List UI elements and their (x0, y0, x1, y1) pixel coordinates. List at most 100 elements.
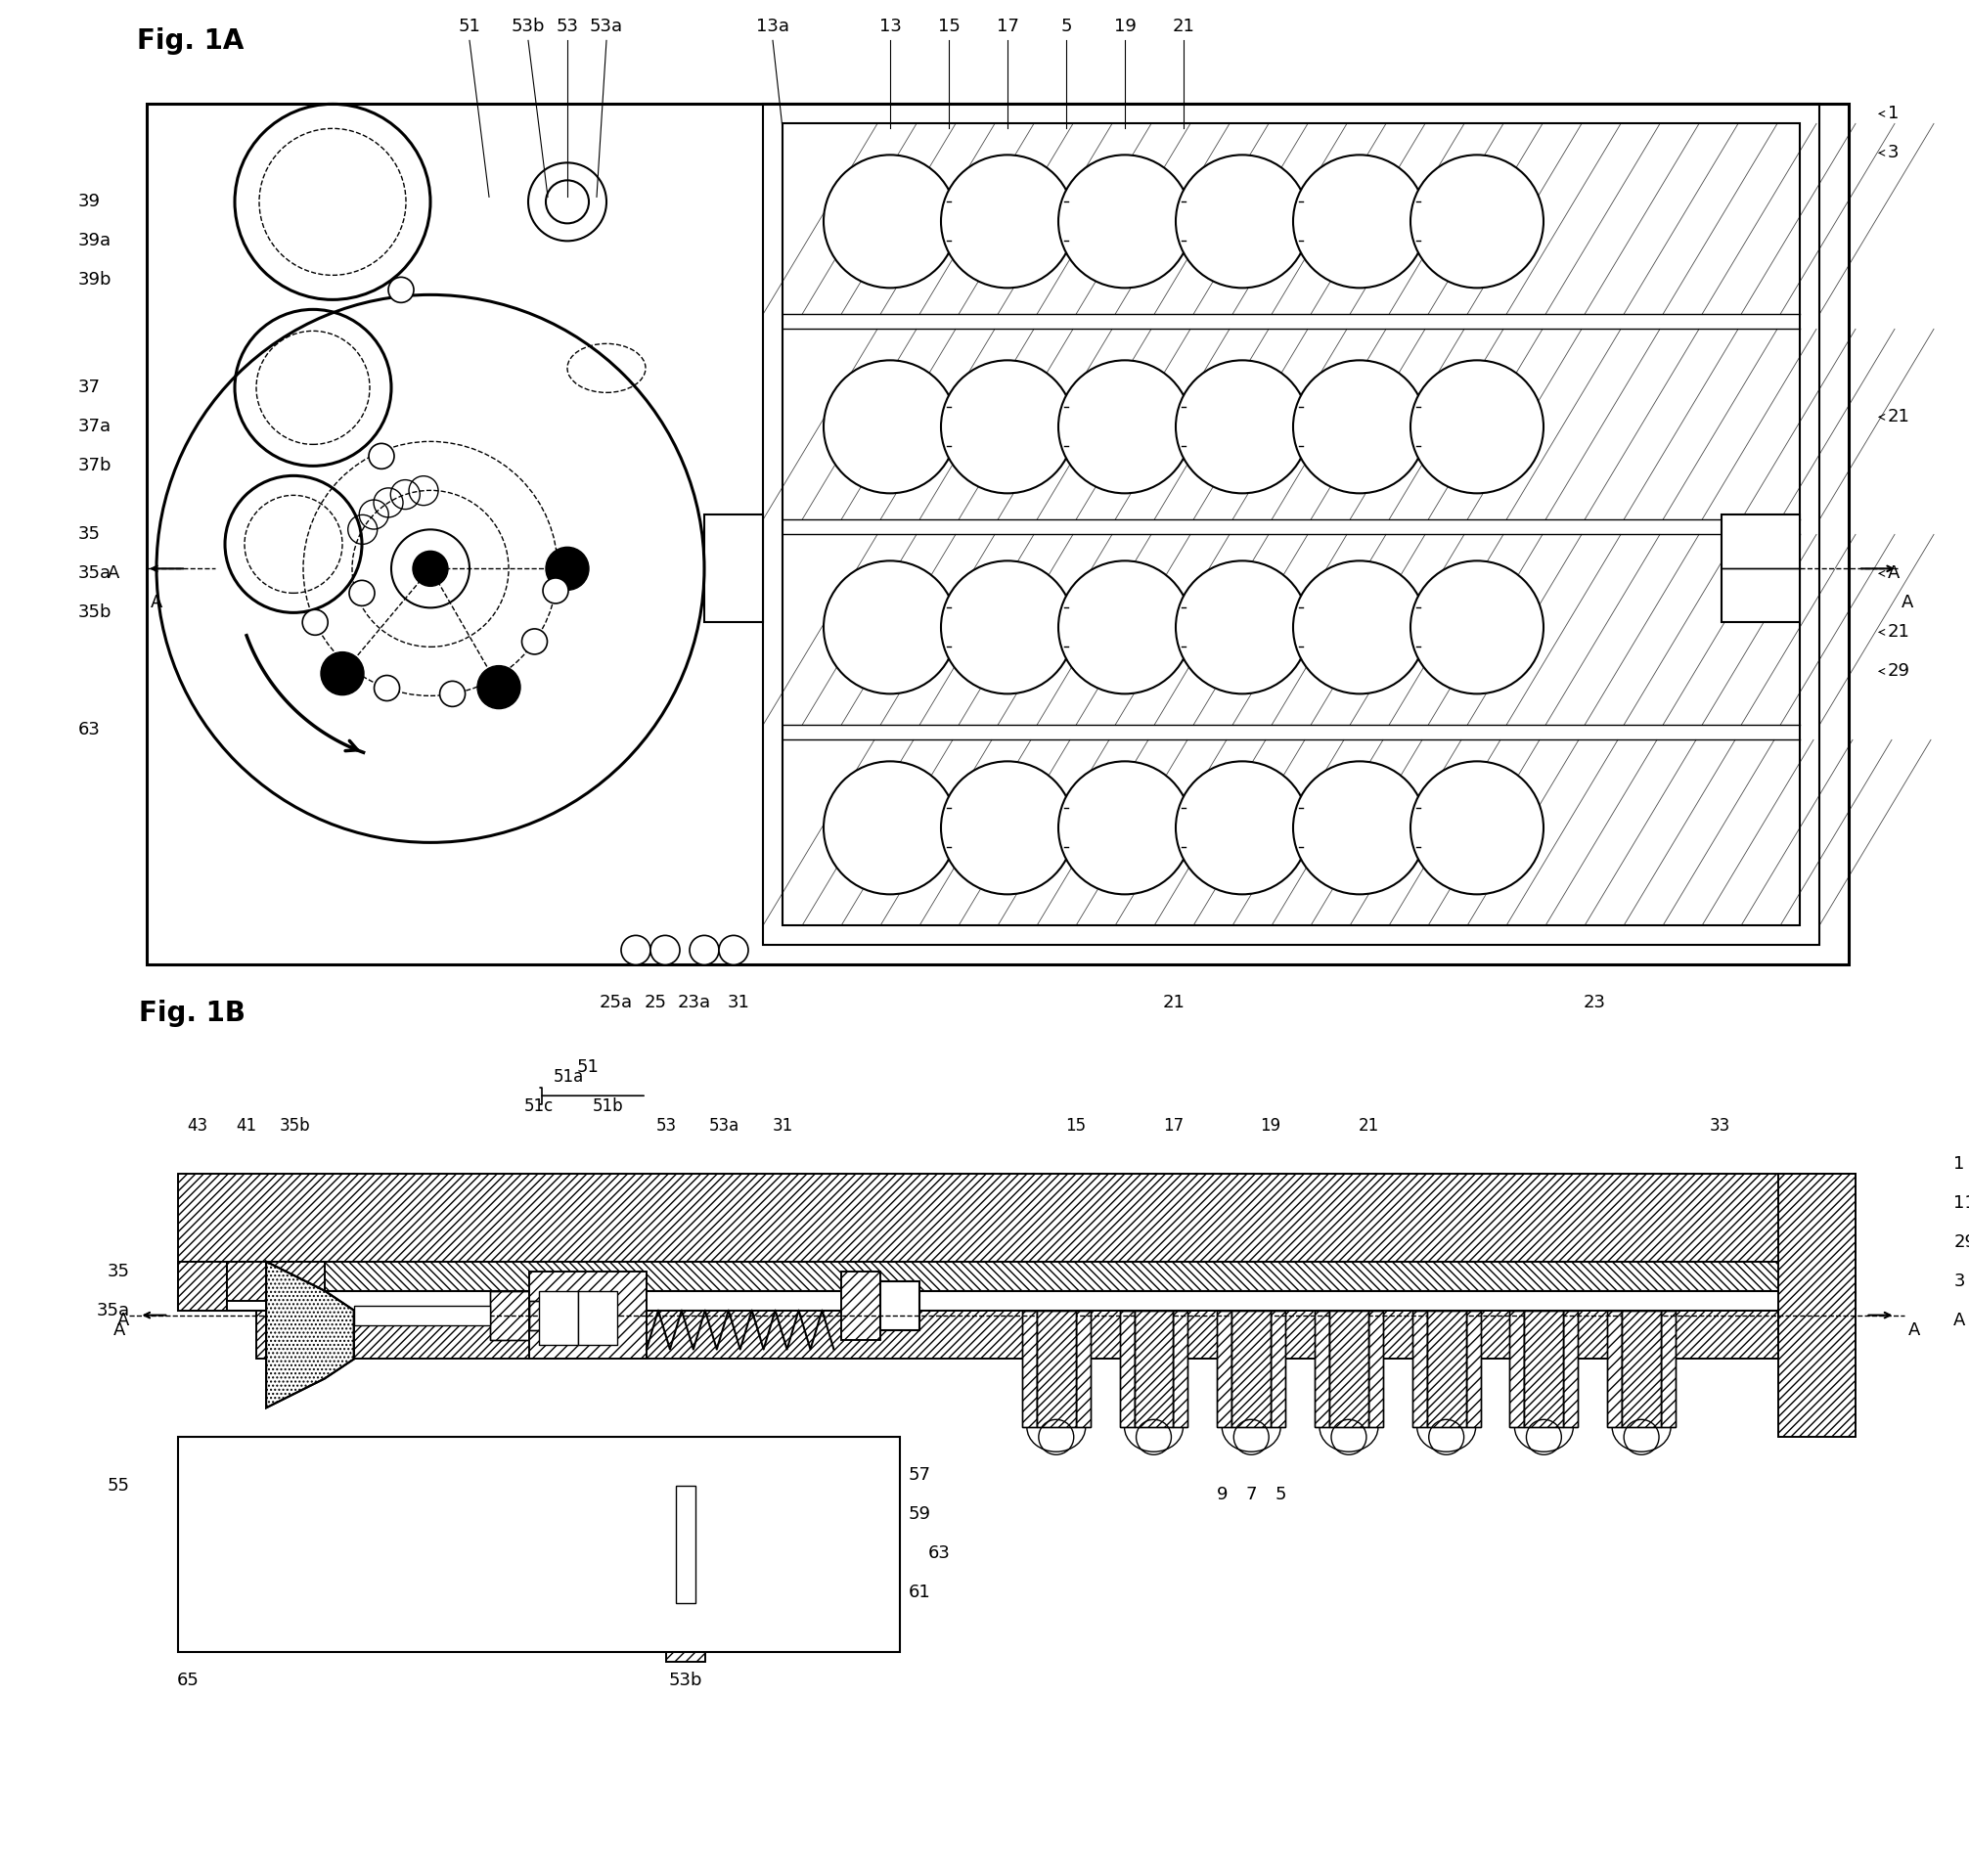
Bar (207, 1535, 870, 1565)
Text: 5: 5 (1061, 19, 1071, 36)
Circle shape (1175, 360, 1309, 493)
Text: 25: 25 (644, 994, 667, 1011)
Bar (1022, 1309, 1038, 1428)
Bar (1315, 1309, 1329, 1428)
Circle shape (1410, 360, 1544, 493)
Circle shape (545, 548, 589, 591)
Bar (207, 1565, 870, 1593)
Circle shape (1175, 561, 1309, 694)
Text: 51: 51 (577, 1058, 599, 1077)
Text: A: A (1888, 565, 1900, 582)
Circle shape (439, 681, 465, 707)
Text: 3: 3 (1888, 144, 1898, 161)
Bar (256, 1309, 1778, 1358)
Text: 51a: 51a (553, 1067, 583, 1086)
Text: 53a: 53a (591, 19, 622, 36)
Bar (530, 1300, 559, 1330)
Bar (207, 1593, 870, 1623)
Circle shape (303, 610, 329, 636)
Bar (1428, 1309, 1465, 1428)
Circle shape (1059, 762, 1191, 895)
Bar (1075, 1309, 1091, 1428)
Text: 63: 63 (79, 720, 100, 739)
Circle shape (1059, 561, 1191, 694)
Circle shape (522, 628, 547, 655)
Bar (256, 1309, 1778, 1358)
Circle shape (823, 156, 957, 287)
Text: 41: 41 (236, 1116, 256, 1135)
Bar (880, 1281, 920, 1330)
Text: 51: 51 (459, 19, 480, 36)
Text: A: A (1902, 595, 1914, 612)
Bar (666, 1602, 705, 1662)
Text: 61: 61 (908, 1583, 931, 1600)
Bar (841, 1272, 880, 1339)
Bar (179, 1174, 1857, 1261)
Text: A: A (1953, 1311, 1965, 1328)
Text: 31: 31 (727, 994, 750, 1011)
Bar (1622, 1309, 1662, 1428)
Bar (1174, 1309, 1187, 1428)
Text: 37: 37 (79, 379, 100, 396)
Circle shape (1294, 561, 1426, 694)
Bar (1524, 1309, 1563, 1428)
Circle shape (388, 278, 413, 302)
Text: 19: 19 (1114, 19, 1136, 36)
Text: 21: 21 (1359, 1116, 1378, 1135)
Text: 39: 39 (79, 193, 100, 210)
Bar (179, 1261, 226, 1309)
Bar (179, 1261, 226, 1309)
Bar (675, 1486, 695, 1602)
Circle shape (1410, 762, 1544, 895)
Text: 29: 29 (1953, 1233, 1969, 1251)
Text: 53a: 53a (709, 1116, 740, 1135)
Circle shape (543, 578, 569, 604)
Text: 3: 3 (1953, 1272, 1965, 1291)
Text: 17: 17 (996, 19, 1018, 36)
Bar (179, 1291, 1857, 1309)
Bar (1778, 1174, 1857, 1437)
Bar (1607, 1309, 1622, 1428)
Bar (1662, 1309, 1676, 1428)
Bar (1233, 1309, 1270, 1428)
Circle shape (476, 666, 520, 709)
Bar (1368, 1309, 1382, 1428)
Text: 39b: 39b (79, 272, 112, 289)
Text: 23a: 23a (677, 994, 711, 1011)
Bar (1721, 514, 1800, 623)
Bar (1315, 1309, 1329, 1428)
Polygon shape (266, 1261, 354, 1407)
Bar (207, 1535, 870, 1565)
Bar (1563, 1309, 1577, 1428)
Text: 35a: 35a (96, 1302, 130, 1319)
Text: 15: 15 (1065, 1116, 1087, 1135)
Bar (1524, 1309, 1563, 1428)
Bar (1329, 1309, 1368, 1428)
Text: 1: 1 (1888, 105, 1898, 122)
Circle shape (374, 675, 400, 702)
Bar (1134, 1309, 1174, 1428)
Text: 57: 57 (908, 1467, 931, 1484)
Bar (207, 1623, 870, 1651)
Circle shape (413, 552, 449, 585)
Circle shape (941, 762, 1073, 895)
Bar (179, 1437, 900, 1651)
Text: 37a: 37a (79, 418, 112, 435)
Bar (540, 1291, 579, 1345)
Text: 43: 43 (187, 1116, 209, 1135)
Text: 21: 21 (1888, 409, 1910, 426)
Text: 13a: 13a (756, 19, 790, 36)
Text: 35: 35 (106, 1263, 130, 1279)
Bar (226, 1261, 266, 1300)
Bar (705, 514, 762, 623)
Bar (1120, 1309, 1134, 1428)
Text: 35b: 35b (280, 1116, 311, 1135)
Text: 15: 15 (937, 19, 961, 36)
Circle shape (689, 936, 719, 964)
Circle shape (650, 936, 679, 964)
Circle shape (1410, 561, 1544, 694)
Text: 65: 65 (177, 1672, 199, 1688)
Text: 33: 33 (1709, 1116, 1731, 1135)
Text: 25a: 25a (599, 994, 632, 1011)
Text: A: A (118, 1311, 130, 1328)
